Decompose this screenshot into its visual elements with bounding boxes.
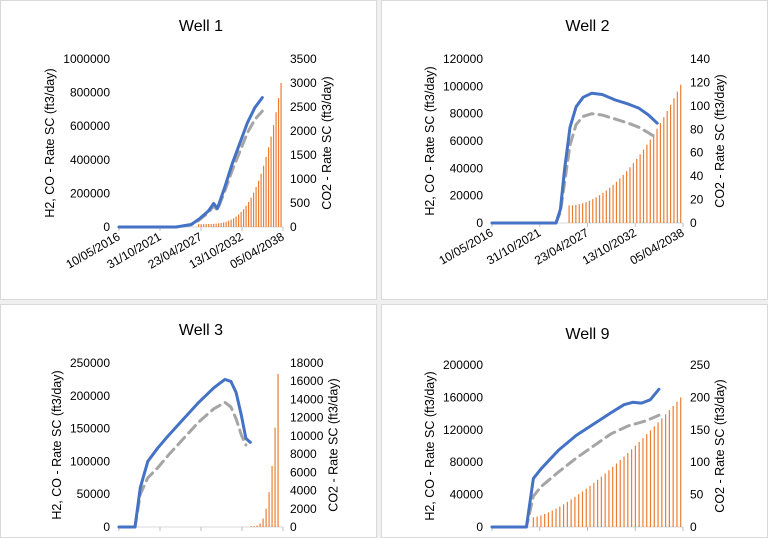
- y2-tick-label: 16000: [290, 374, 324, 388]
- y2-tick-label: 80: [690, 122, 704, 136]
- y-tick-label: 60000: [450, 134, 484, 148]
- y2-tick-label: 12000: [290, 411, 324, 425]
- y-axis-label: H2, CO - Rate SC (ft3/day): [50, 370, 64, 519]
- y2-tick-label: 4000: [290, 484, 317, 498]
- y-axis-label: H2, CO - Rate SC (ft3/day): [423, 66, 437, 215]
- y2-tick-label: 10000: [290, 429, 324, 443]
- h2-series-line: [490, 387, 661, 529]
- y-tick-label: 200000: [70, 186, 110, 200]
- co2-series: [568, 84, 682, 223]
- y2-tick-label: 14000: [290, 392, 324, 406]
- y2-axis-label: CO2 - Rate SC (ft3/day): [320, 76, 334, 209]
- co2-series: [198, 83, 282, 227]
- y2-tick-label: 150: [690, 423, 710, 437]
- chart-panel-well-2: Well 2 0 20000 40000 60000 80000 100000 120000 0…: [381, 0, 768, 300]
- y-axis-label: H2, CO - Rate SC (ft3/day): [423, 371, 437, 520]
- y2-tick-label: 40: [690, 169, 704, 183]
- y-tick-label: 100000: [70, 454, 110, 468]
- h2-series-line: [117, 377, 252, 529]
- y-tick-label: 160000: [443, 390, 483, 404]
- y2-tick-label: 0: [290, 520, 297, 534]
- y-tick-label: 80000: [450, 107, 484, 121]
- y2-axis-label: CO2 - Rate SC (ft3/day): [713, 379, 727, 512]
- chart-svg: Well 9 0 40000 80000 120000 160000 200000 0 50 10…: [423, 326, 727, 534]
- co-series-line: [490, 413, 661, 529]
- y-axis-label: H2, CO - Rate SC (ft3/day): [43, 68, 57, 217]
- y2-tick-label: 60: [690, 146, 704, 160]
- y2-tick-label: 8000: [290, 447, 317, 461]
- chart-title: Well 3: [179, 322, 223, 339]
- y2-tick-label: 2000: [290, 502, 317, 516]
- y2-tick-label: 100: [690, 99, 710, 113]
- chart-title: Well 2: [565, 18, 609, 35]
- co2-series: [250, 373, 279, 527]
- y-tick-label: 400000: [70, 153, 110, 167]
- y-tick-label: 0: [476, 520, 483, 534]
- y-tick-label: 250000: [70, 356, 110, 370]
- h2-series-line: [117, 96, 264, 229]
- y-tick-label: 40000: [450, 161, 484, 175]
- y2-tick-label: 50: [690, 488, 704, 502]
- co-series-line: [117, 109, 264, 229]
- chart-svg: Well 3 0 50000 100000 150000 200000 250000 0 200…: [50, 322, 341, 534]
- chart-title: Well 1: [179, 18, 223, 35]
- y2-tick-label: 250: [690, 358, 710, 372]
- chart-svg: Well 1 0 200000 400000 600000 800000 1000000 0 5…: [43, 18, 334, 272]
- x-tick-label: 05/04/2038: [627, 225, 686, 267]
- chart-panel-well-9: Well 9 0 40000 80000 120000 160000 200000 0 50 10…: [381, 304, 768, 538]
- y2-tick-label: 2500: [290, 100, 317, 114]
- co-series-line: [490, 112, 659, 225]
- y-tick-label: 1000000: [63, 52, 110, 66]
- y2-tick-label: 18000: [290, 356, 324, 370]
- y2-tick-label: 500: [290, 196, 310, 210]
- y2-tick-label: 2000: [290, 124, 317, 138]
- chart-panel-well-3: Well 3 0 50000 100000 150000 200000 250000 0 200…: [0, 304, 377, 538]
- co2-series: [532, 397, 682, 527]
- y-tick-label: 200000: [70, 389, 110, 403]
- chart-svg: Well 2 0 20000 40000 60000 80000 100000 120000 0…: [423, 18, 727, 268]
- y-tick-label: 800000: [70, 86, 110, 100]
- y2-tick-label: 0: [690, 520, 697, 534]
- chart-title: Well 9: [565, 326, 609, 343]
- y-tick-label: 20000: [450, 189, 484, 203]
- y-tick-label: 120000: [443, 423, 483, 437]
- y2-tick-label: 3000: [290, 76, 317, 90]
- y-tick-label: 0: [476, 216, 483, 230]
- y2-tick-label: 6000: [290, 465, 317, 479]
- y-tick-label: 600000: [70, 119, 110, 133]
- y2-tick-label: 100: [690, 455, 710, 469]
- y2-tick-label: 120: [690, 75, 710, 89]
- y-tick-label: 0: [103, 520, 110, 534]
- y-tick-label: 200000: [443, 358, 483, 372]
- y2-tick-label: 200: [690, 390, 710, 404]
- y-tick-label: 80000: [450, 455, 484, 469]
- y-tick-label: 100000: [443, 79, 483, 93]
- y2-tick-label: 1500: [290, 148, 317, 162]
- y2-tick-label: 140: [690, 52, 710, 66]
- y-tick-label: 50000: [77, 487, 111, 501]
- y2-axis-label: CO2 - Rate SC (ft3/day): [713, 74, 727, 207]
- h2-series-line: [490, 91, 659, 225]
- co-series-line: [117, 400, 248, 529]
- y2-tick-label: 1000: [290, 172, 317, 186]
- y2-axis-label: CO2 - Rate SC (ft3/day): [327, 378, 341, 511]
- y-tick-label: 0: [103, 220, 110, 234]
- y2-tick-label: 3500: [290, 52, 317, 66]
- chart-panel-well-1: Well 1 0 200000 400000 600000 800000 1000000 0 5…: [0, 0, 377, 300]
- y2-tick-label: 0: [690, 216, 697, 230]
- y-tick-label: 120000: [443, 52, 483, 66]
- y-tick-label: 150000: [70, 422, 110, 436]
- y2-tick-label: 0: [290, 220, 297, 234]
- y-tick-label: 40000: [450, 488, 484, 502]
- y2-tick-label: 20: [690, 193, 704, 207]
